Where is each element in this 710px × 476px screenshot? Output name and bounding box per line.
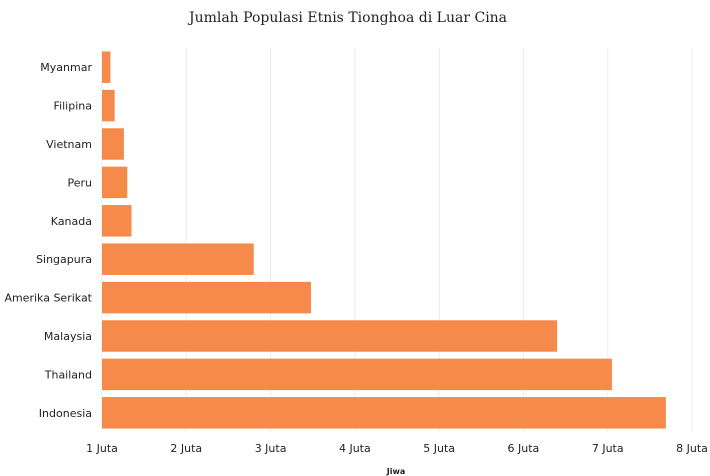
x-tick-label: 6 Juta [508,442,540,455]
x-tick-label: 1 Juta [86,442,118,455]
chart-title: Jumlah Populasi Etnis Tionghoa di Luar C… [187,10,507,26]
category-label: Malaysia [44,330,92,343]
bar-amerika-serikat [102,281,312,314]
x-tick-label: 5 Juta [423,442,455,455]
x-tick-label: 2 Juta [170,442,202,455]
x-axis-label: Jiwa [386,467,406,476]
category-label: Filipina [54,100,92,113]
bar-malaysia [102,320,558,352]
category-label: Singapura [36,253,92,266]
bars [102,51,666,429]
category-label: Thailand [44,368,92,381]
category-label: Amerika Serikat [4,292,92,305]
x-tick-labels: 1 Juta 2 Juta 3 Juta 4 Juta 5 Juta 6 Juta 7 Ju… [86,442,708,455]
bar-peru [102,166,128,199]
category-label: Indonesia [39,407,92,420]
bar-myanmar [102,51,111,83]
bar-singapura [102,243,254,275]
category-label: Peru [67,176,92,189]
x-tick-label: 7 Juta [592,442,624,455]
category-labels: Myanmar Filipina Vietnam Peru Kanada Singapur… [4,61,92,420]
category-label: Myanmar [40,61,92,74]
gridlines [101,48,693,432]
bar-kanada [102,205,132,237]
bar-thailand [102,358,612,391]
bar-indonesia [102,397,666,429]
category-label: Kanada [51,215,92,228]
x-tick-label: 3 Juta [255,442,287,455]
bar-vietnam [102,128,124,160]
bar-filipina [102,89,115,122]
category-label: Vietnam [46,138,92,151]
x-tick-label: 8 Juta [676,442,708,455]
x-tick-label: 4 Juta [339,442,371,455]
